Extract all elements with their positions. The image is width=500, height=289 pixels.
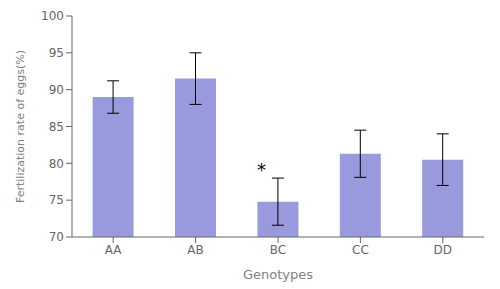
svg-text:80: 80 xyxy=(49,157,64,171)
svg-text:Fertilization rate of eggs(%): Fertilization rate of eggs(%) xyxy=(14,50,27,203)
svg-text:BC: BC xyxy=(270,243,286,257)
svg-text:70: 70 xyxy=(49,230,64,244)
svg-text:85: 85 xyxy=(49,120,64,134)
svg-text:CC: CC xyxy=(352,243,369,257)
svg-text:AA: AA xyxy=(105,243,123,257)
svg-text:*: * xyxy=(257,159,266,180)
svg-text:AB: AB xyxy=(187,243,203,257)
svg-text:90: 90 xyxy=(49,83,64,97)
svg-text:75: 75 xyxy=(49,193,64,207)
svg-text:DD: DD xyxy=(434,243,452,257)
svg-text:100: 100 xyxy=(41,9,64,23)
svg-text:Genotypes: Genotypes xyxy=(243,267,313,282)
svg-text:95: 95 xyxy=(49,46,64,60)
